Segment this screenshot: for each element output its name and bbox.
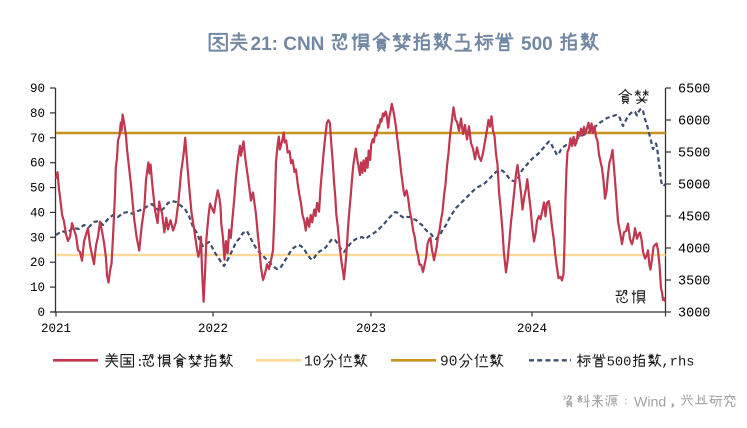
svg-text:5000: 5000 [678, 179, 710, 194]
svg-text:0: 0 [37, 306, 45, 320]
svg-text:10: 10 [304, 355, 321, 371]
svg-text:2024: 2024 [517, 322, 547, 336]
svg-text:3000: 3000 [678, 307, 710, 322]
svg-text:50: 50 [30, 182, 45, 196]
svg-text:10: 10 [30, 281, 45, 295]
svg-text:30: 30 [30, 231, 45, 245]
svg-text:90: 90 [440, 355, 457, 371]
svg-text::: : [136, 355, 144, 370]
svg-text:40: 40 [30, 206, 45, 220]
svg-text:90: 90 [30, 82, 45, 96]
svg-text:20: 20 [30, 256, 45, 270]
svg-text:80: 80 [30, 107, 45, 121]
svg-text:6500: 6500 [678, 83, 710, 98]
svg-text:3500: 3500 [678, 275, 710, 290]
svg-text:2023: 2023 [356, 322, 386, 336]
svg-text:5500: 5500 [678, 147, 710, 162]
svg-text:4500: 4500 [678, 211, 710, 226]
svg-text:4000: 4000 [678, 243, 710, 258]
svg-text:Wind: Wind [634, 395, 666, 411]
svg-text:500: 500 [521, 34, 553, 55]
svg-text:60: 60 [30, 157, 45, 171]
svg-text:2021: 2021 [41, 322, 71, 336]
svg-text:70: 70 [30, 132, 45, 146]
svg-text:6000: 6000 [678, 115, 710, 130]
svg-text:2022: 2022 [198, 322, 228, 336]
svg-text:21: CNN: 21: CNN [251, 34, 325, 55]
svg-text:500: 500 [607, 356, 632, 371]
svg-text:,rhs: ,rhs [661, 355, 694, 371]
